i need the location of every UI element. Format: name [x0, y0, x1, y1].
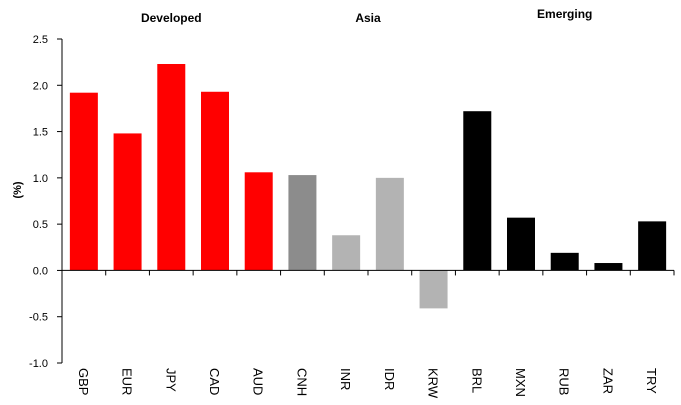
y-tick-label: 1.0: [33, 173, 48, 185]
x-tick-label: ZAR: [600, 368, 615, 394]
y-tick-label: 0.5: [33, 219, 48, 231]
y-axis-label: (%): [12, 181, 24, 198]
bar-cad: [201, 91, 229, 271]
y-tick-label: 0.0: [33, 265, 48, 277]
bar-aud: [244, 172, 273, 271]
bar-brl: [463, 111, 492, 271]
y-tick-label: 1.5: [33, 127, 48, 139]
group-labels: Developed Asia Emerging: [141, 7, 592, 25]
y-axis: 2.5 2.0 1.5 1.0 0.5 0.0 -0.5 -1.0: [29, 34, 63, 370]
x-tick-label: RUB: [557, 368, 572, 395]
bar-mxn: [507, 217, 535, 271]
bar-zar: [594, 263, 623, 271]
bar-inr: [332, 235, 361, 271]
y-tick-label: -1.0: [29, 358, 48, 370]
bar-gbp: [69, 92, 98, 271]
bar-cnh: [288, 175, 317, 271]
y-tick-label: -0.5: [29, 312, 48, 324]
bar-krw: [419, 270, 448, 309]
group-label-emerging: Emerging: [537, 7, 592, 21]
x-tick-label: MXN: [513, 368, 528, 397]
x-tick-label: IDR: [382, 368, 397, 390]
x-tick-label: AUD: [251, 368, 266, 395]
x-tick-label: CAD: [207, 368, 222, 395]
y-tick-label: 2.0: [33, 80, 48, 92]
x-axis: [62, 269, 675, 276]
x-tick-label: GBP: [76, 368, 91, 395]
group-label-developed: Developed: [141, 11, 202, 25]
bar-jpy: [157, 63, 186, 271]
x-tick-label: TRY: [644, 368, 659, 394]
bar-try: [638, 221, 667, 271]
x-tick-labels: GBP EUR JPY CAD AUD CNH INR IDR KRW BRL MXN RUB ZAR T…: [76, 368, 659, 399]
x-tick-label: CNH: [294, 368, 309, 396]
x-tick-label: INR: [338, 368, 353, 390]
x-tick-label: JPY: [163, 368, 178, 392]
group-label-asia: Asia: [355, 11, 381, 25]
y-tick-label: 2.5: [33, 34, 48, 46]
bars: [69, 63, 667, 309]
bar-eur: [113, 133, 142, 271]
x-tick-label: BRL: [469, 368, 484, 393]
x-tick-label: EUR: [120, 368, 135, 395]
bar-rub: [550, 252, 579, 271]
x-tick-label: KRW: [426, 368, 441, 399]
bar-idr: [375, 177, 404, 271]
